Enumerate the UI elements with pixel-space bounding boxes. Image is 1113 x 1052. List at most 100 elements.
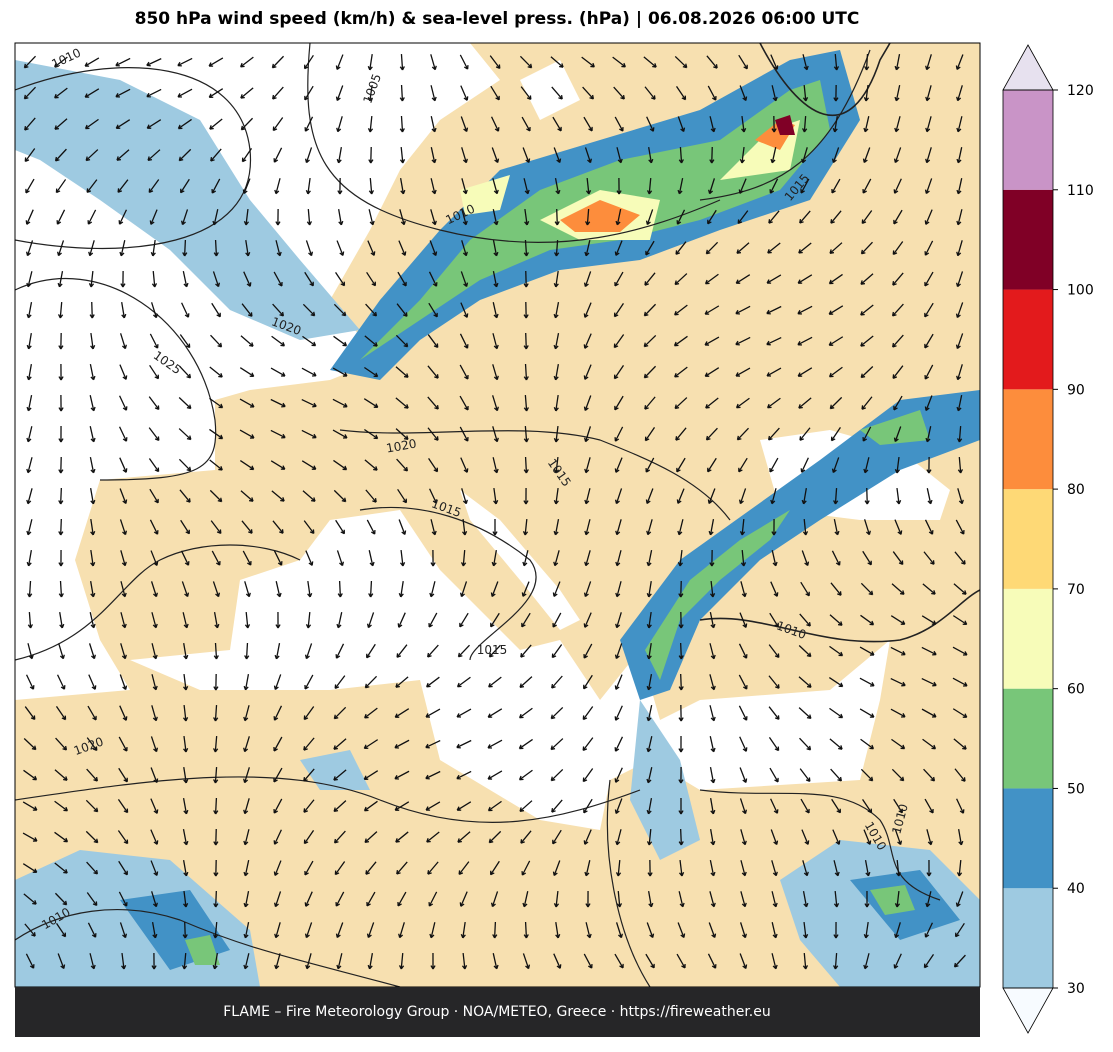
wind-arrow	[921, 615, 937, 625]
wind-arrow	[366, 643, 376, 659]
wind-arrow	[213, 828, 219, 846]
wind-arrow	[925, 147, 932, 164]
wind-arrow	[301, 367, 317, 377]
wind-arrow	[894, 116, 901, 133]
wind-arrow	[333, 303, 347, 317]
wind-arrow	[925, 54, 932, 71]
wind-arrow	[396, 861, 408, 875]
wind-arrow	[27, 643, 34, 660]
footer: FLAME – Fire Meteorology Group · NOA/MET…	[223, 1004, 771, 1020]
wind-arrow	[550, 706, 564, 720]
wind-arrow	[430, 116, 437, 133]
wind-arrow	[739, 798, 748, 815]
wind-arrow	[926, 859, 932, 877]
wind-arrow	[493, 487, 499, 505]
wind-arrow	[860, 614, 875, 626]
wind-arrow	[492, 364, 499, 381]
wind-arrow	[709, 612, 716, 629]
wind-arrow	[425, 801, 441, 811]
wind-arrow	[768, 737, 780, 752]
wind-arrow	[863, 829, 872, 845]
wind-arrow	[768, 644, 780, 658]
wind-arrow	[799, 613, 811, 627]
wind-arrow	[332, 398, 348, 408]
wind-arrow	[85, 799, 99, 813]
wind-arrow	[273, 736, 283, 752]
wind-arrow	[615, 581, 622, 598]
wind-arrow	[643, 334, 657, 348]
wind-arrow	[582, 768, 594, 783]
wind-arrow	[584, 457, 591, 474]
wind-arrow	[56, 674, 66, 690]
wind-arrow	[209, 118, 223, 130]
wind-arrow	[585, 922, 592, 939]
wind-arrow	[956, 364, 963, 381]
wind-arrow	[552, 612, 562, 628]
wind-arrow	[395, 366, 409, 378]
wind-arrow	[801, 488, 807, 505]
wind-arrow	[583, 116, 593, 132]
wind-arrow	[54, 892, 68, 906]
wind-arrow	[518, 769, 533, 781]
wind-arrow	[797, 305, 813, 315]
wind-arrow	[301, 429, 317, 439]
wind-arrow	[117, 179, 129, 193]
wind-arrow	[893, 395, 903, 411]
wind-arrow	[429, 488, 438, 504]
wind-arrow	[677, 549, 684, 567]
wind-arrow	[274, 178, 281, 195]
wind-arrow	[150, 581, 158, 598]
wind-arrow	[554, 239, 560, 257]
wind-arrow	[336, 550, 345, 567]
wind-arrow	[523, 239, 529, 257]
wind-arrow	[582, 706, 594, 721]
wind-arrow	[213, 890, 219, 908]
wind-arrow	[367, 240, 376, 256]
wind-arrow	[84, 118, 99, 130]
colorbar-frame	[1002, 89, 1054, 989]
wind-arrow	[956, 859, 963, 877]
wind-arrow	[646, 519, 653, 536]
wind-arrow	[54, 862, 68, 874]
wind-arrow	[770, 829, 779, 846]
wind-arrow	[209, 428, 224, 440]
wind-arrow	[736, 427, 749, 441]
wind-arrow	[646, 580, 652, 598]
wind-arrow	[709, 549, 715, 567]
wind-arrow	[457, 644, 470, 658]
wind-arrow	[583, 798, 593, 814]
wind-arrow	[488, 830, 502, 844]
wind-arrow	[119, 457, 128, 473]
wind-arrow	[302, 490, 316, 502]
wind-arrow	[333, 335, 348, 347]
wind-arrow	[490, 581, 499, 597]
wind-arrow	[863, 519, 871, 536]
wind-arrow	[150, 736, 159, 753]
wind-arrow	[273, 891, 282, 908]
wind-arrow	[241, 148, 253, 163]
wind-arrow	[585, 208, 591, 226]
wind-arrow	[583, 829, 592, 845]
wind-arrow	[119, 519, 128, 536]
wind-arrow	[459, 333, 469, 349]
wind-arrow	[398, 922, 405, 939]
wind-arrow	[891, 738, 906, 750]
wind-arrow	[303, 799, 315, 813]
wind-arrow	[860, 304, 874, 316]
wind-arrow	[676, 488, 685, 504]
wind-arrow	[26, 488, 33, 505]
wind-arrow	[648, 147, 654, 164]
wind-arrow	[802, 84, 809, 102]
wind-arrow	[363, 770, 379, 780]
wind-arrow	[183, 735, 189, 753]
wind-arrow	[555, 921, 561, 939]
wind-arrow	[554, 208, 560, 226]
wind-arrow	[461, 240, 468, 257]
wind-arrow	[551, 644, 563, 659]
wind-arrow	[151, 674, 158, 691]
wind-arrow	[180, 550, 190, 566]
wind-arrow	[243, 953, 250, 970]
wind-arrow	[120, 612, 127, 629]
wind-arrow	[522, 550, 529, 567]
wind-arrow	[150, 798, 159, 814]
